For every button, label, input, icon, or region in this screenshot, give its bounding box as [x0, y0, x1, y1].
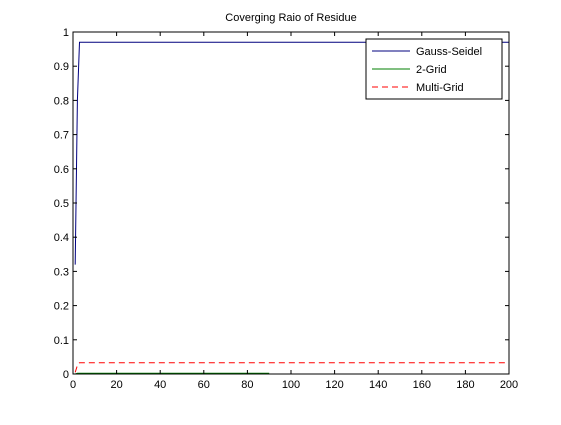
y-tick-label: 0.8 — [54, 95, 69, 107]
x-tick-label: 200 — [500, 379, 518, 391]
y-tick-label: 0.9 — [54, 61, 69, 73]
x-tick-label: 80 — [241, 379, 253, 391]
x-tick-label: 160 — [413, 379, 431, 391]
y-tick-label: 0.3 — [54, 266, 69, 278]
legend-label-1: Gauss-Seidel — [416, 46, 482, 58]
x-tick-label: 40 — [154, 379, 166, 391]
x-tick-label: 120 — [325, 379, 343, 391]
x-tick-label: 20 — [110, 379, 122, 391]
series-line-1 — [74, 41, 509, 265]
y-tick-label: 0 — [63, 369, 69, 381]
chart-title: Coverging Raio of Residue — [225, 12, 356, 24]
y-tick-label: 0.6 — [54, 164, 69, 176]
y-tick-label: 0.2 — [54, 301, 69, 313]
y-tick-label: 0.1 — [54, 335, 69, 347]
x-tick-label: 100 — [282, 379, 300, 391]
legend-label-3: Multi-Grid — [416, 82, 464, 94]
x-tick-label: 0 — [70, 379, 76, 391]
series-line-3 — [74, 362, 509, 373]
x-tick-label: 60 — [198, 379, 210, 391]
y-tick-label: 0.5 — [54, 198, 69, 210]
y-tick-label: 0.7 — [54, 130, 69, 142]
x-tick-label: 180 — [456, 379, 474, 391]
legend: Gauss-Seidel 2-Grid Multi-Grid — [365, 38, 503, 100]
axes-layer: 0 20 40 60 80 100 120 140 160 180 200 0 0.1 0.2 0.3 0.4… — [54, 27, 518, 391]
x-tick-label: 140 — [369, 379, 387, 391]
y-tick-label: 1 — [63, 27, 69, 39]
legend-label-2: 2-Grid — [416, 64, 447, 76]
y-tick-label: 0.4 — [54, 232, 69, 244]
